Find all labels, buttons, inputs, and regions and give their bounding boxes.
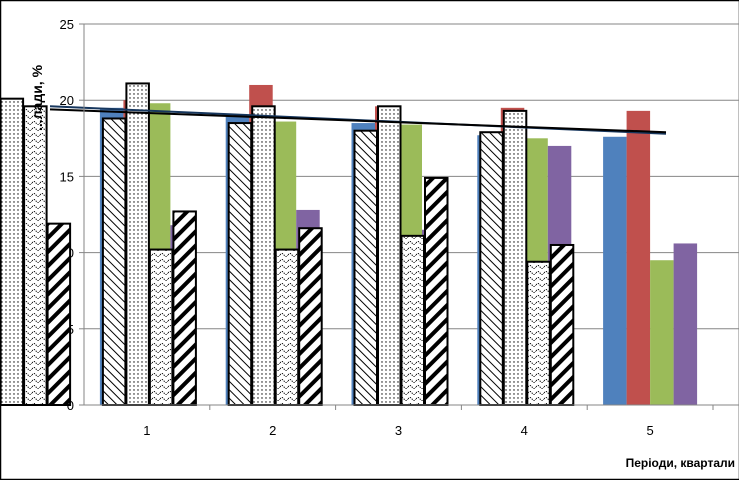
bar — [626, 110, 651, 406]
bar — [549, 243, 575, 406]
x-axis-label: Періоди, квартали — [626, 456, 735, 470]
bar — [0, 97, 25, 407]
x-tick-labels: 1 2 3 4 5 — [143, 423, 653, 438]
bar — [502, 109, 528, 406]
bar — [251, 105, 276, 407]
bar — [603, 136, 627, 405]
bar — [274, 248, 300, 406]
bar — [424, 176, 449, 406]
bar — [353, 129, 378, 406]
y-tick-label: 25 — [60, 17, 74, 32]
bar — [400, 234, 425, 406]
x-tick-label: 4 — [521, 423, 528, 438]
trendline — [49, 108, 667, 134]
bar — [148, 248, 174, 406]
bar — [526, 260, 551, 406]
trendlines — [49, 105, 667, 135]
x-tick-label: 1 — [143, 423, 150, 438]
bar — [101, 117, 127, 406]
bar — [227, 122, 253, 406]
x-tick-label: 3 — [395, 423, 402, 438]
y-axis-label: ...лади, % — [29, 64, 45, 131]
y-tick-label: 20 — [60, 93, 74, 108]
bar — [46, 222, 72, 406]
bar — [377, 105, 402, 407]
bar — [673, 243, 698, 405]
bar — [650, 260, 674, 405]
bar — [125, 82, 150, 406]
bar — [298, 227, 323, 406]
bar — [479, 131, 504, 406]
bar — [23, 105, 48, 407]
bar — [172, 210, 197, 406]
x-tick-label: 2 — [269, 423, 276, 438]
y-tick-label: 15 — [60, 169, 74, 184]
x-tick-label: 5 — [646, 423, 653, 438]
